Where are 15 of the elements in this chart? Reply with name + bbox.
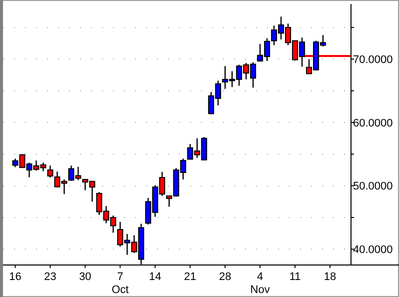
x-tick-label: 7 Oct [112,271,129,296]
x-tick-label: 18 [324,271,336,283]
x-tick-label: 30 [79,271,92,283]
x-tick-label: 16 [9,271,22,283]
x-tick-label: 14 [149,271,162,283]
y-tick-label: 70.0000 [353,54,393,66]
x-tick-label: 23 [44,271,56,283]
candlestick [47,164,54,178]
y-tick-label: 60.0000 [353,117,393,130]
x-tick-label: 4 Nov [250,271,270,296]
x-tick-label: 21 [184,271,196,283]
y-tick-label: 40.0000 [353,244,393,256]
x-tick-label: 11 [289,271,301,283]
y-tick-label: 50.0000 [353,180,393,193]
x-tick-label: 28 [218,271,232,283]
